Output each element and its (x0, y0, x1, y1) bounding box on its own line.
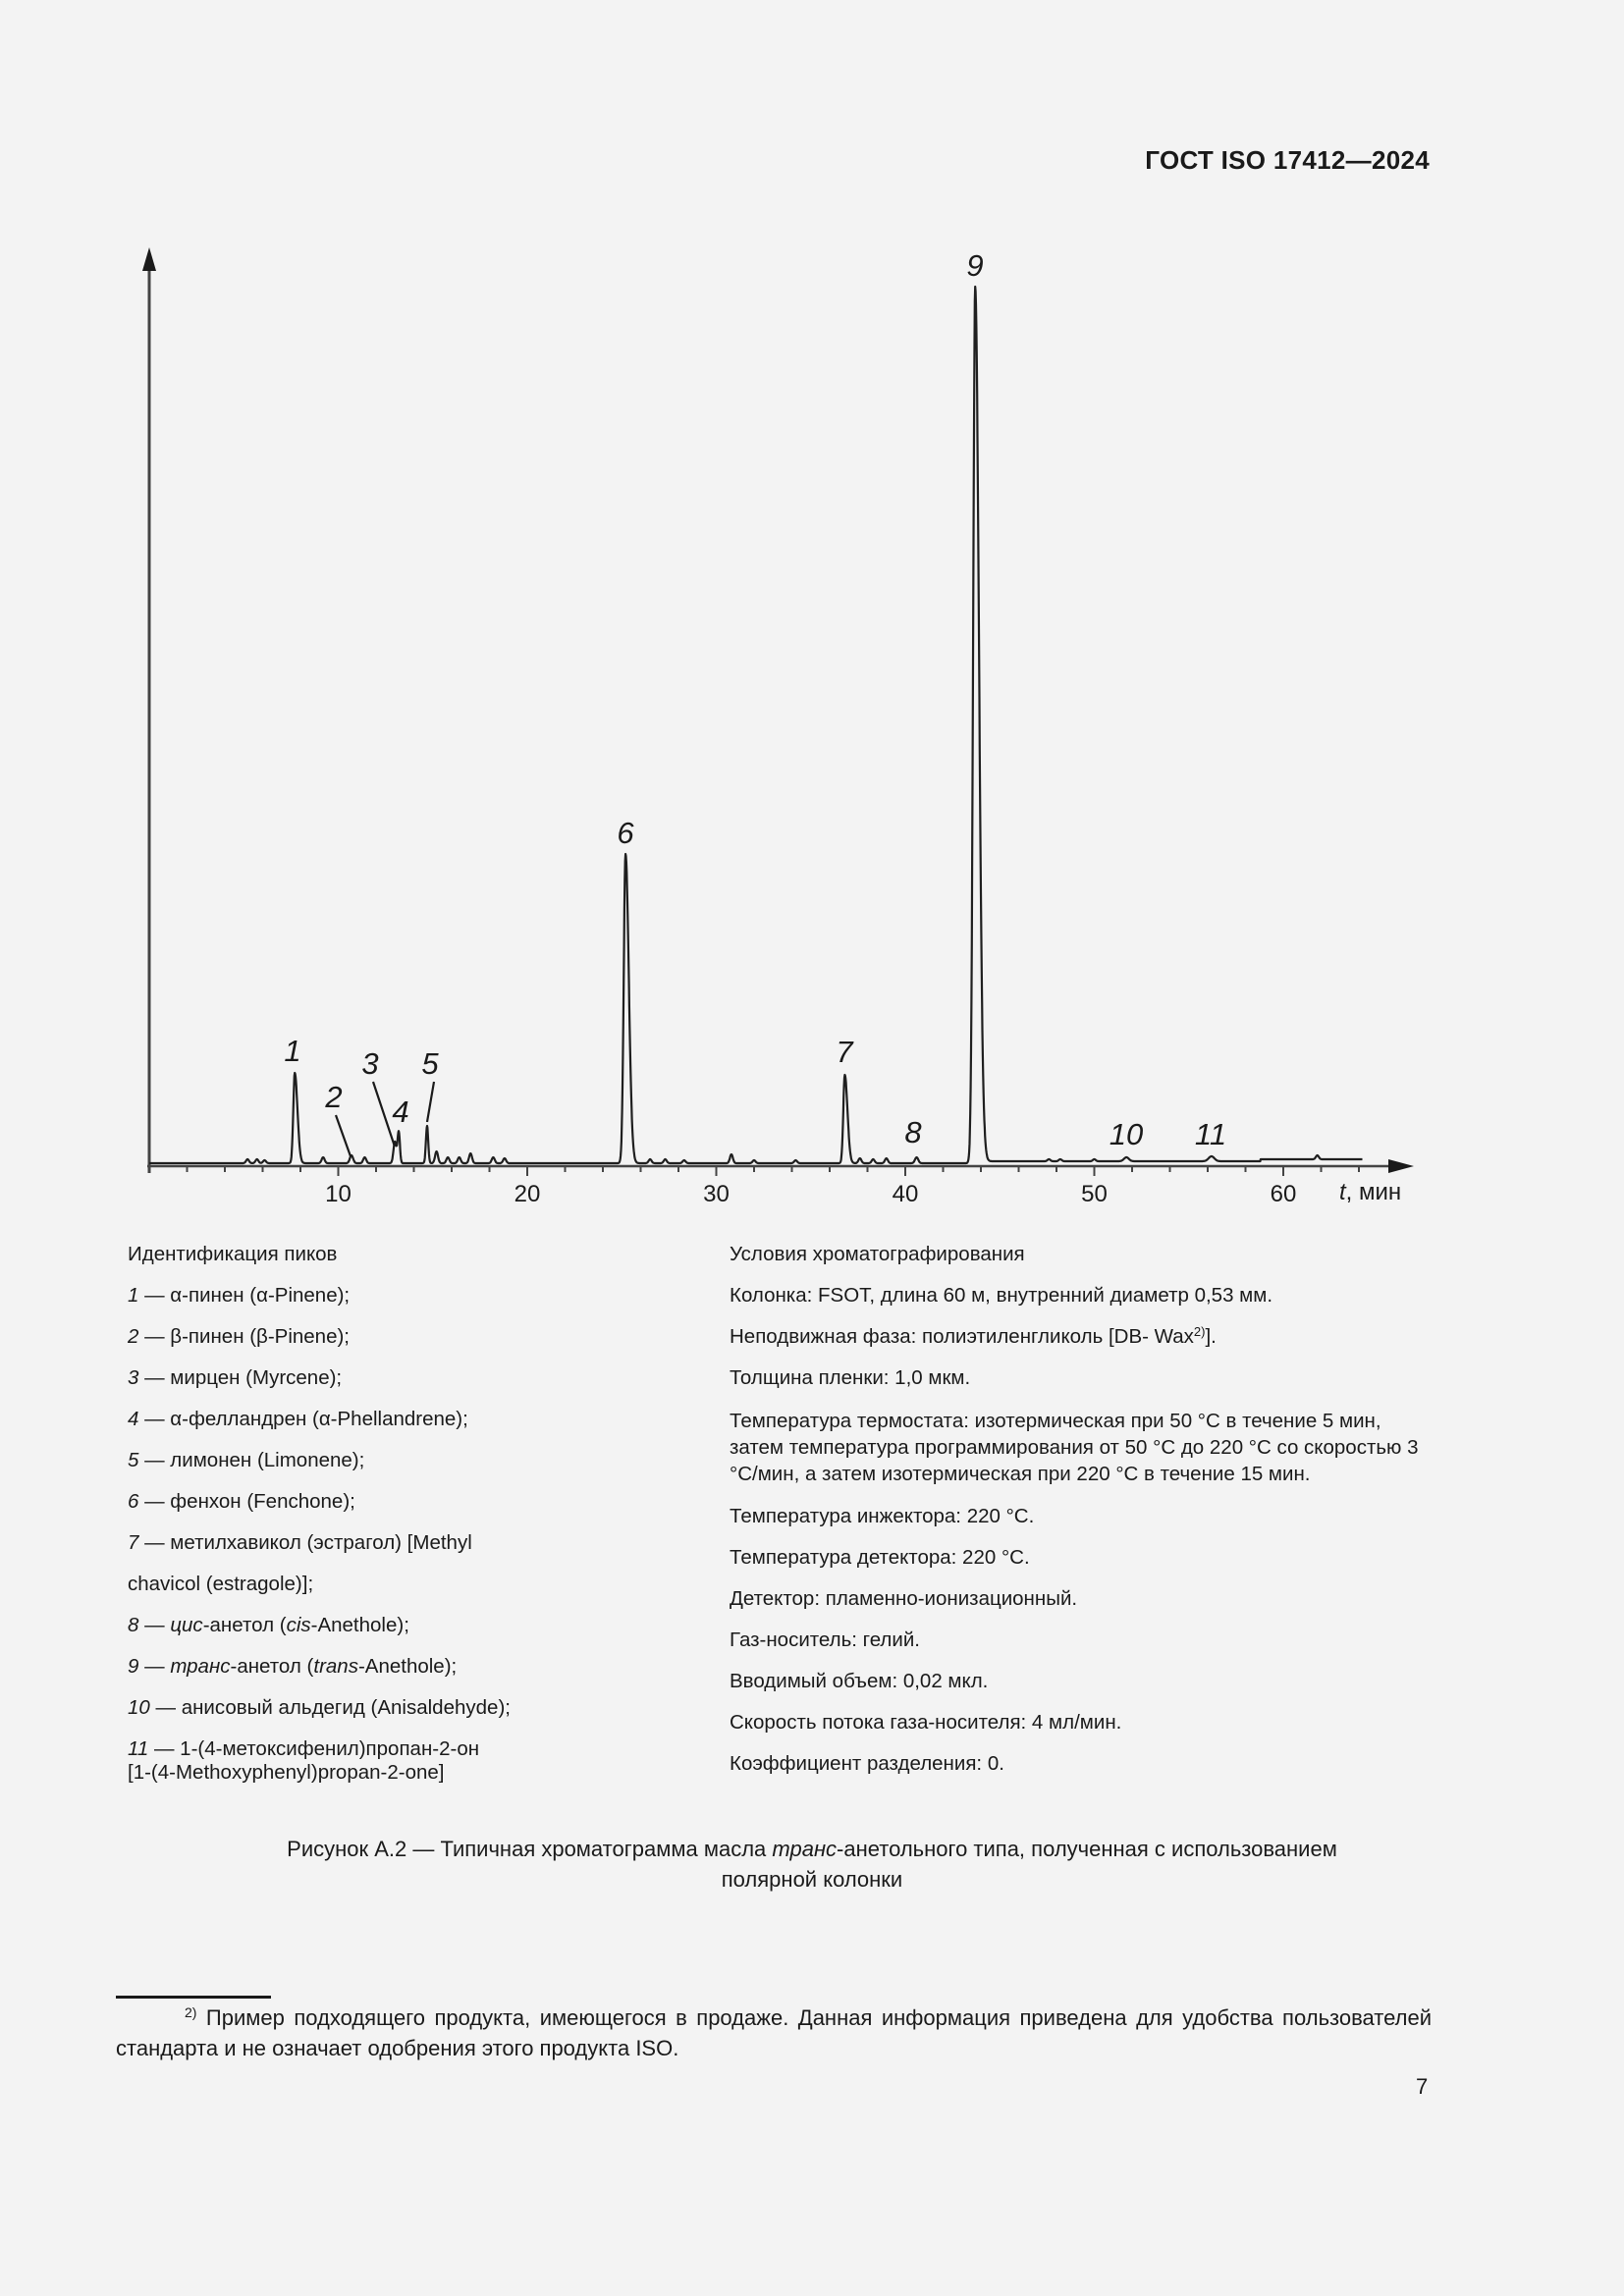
condition-injector-temperature: Температура инжектора: 220 °С. (730, 1505, 1035, 1527)
footnote: 2) Пример подходящего продукта, имеющего… (116, 2004, 1432, 2060)
x-tick-label: 30 (703, 1181, 730, 1207)
peak-identification-item: 4 — α-фелландрен (α-Phellandrene); (128, 1408, 468, 1430)
conditions-title: Условия хроматографирования (730, 1243, 1025, 1265)
condition-detector-temperature: Температура детектора: 220 °С. (730, 1546, 1030, 1569)
chromatography-conditions: Условия хроматографирования Колонка: FSO… (730, 1243, 1436, 1793)
peak-identification: Идентификация пиков 1 — α-пинен (α-Pinen… (128, 1243, 677, 1802)
peak-label: 4 (392, 1095, 408, 1129)
document-id-header: ГОСТ ISO 17412—2024 (1145, 145, 1430, 175)
peak-label: 1 (284, 1034, 300, 1068)
peak-identification-title: Идентификация пиков (128, 1243, 338, 1265)
y-axis (142, 247, 156, 1173)
peak-identification-item: chavicol (estragole)]; (128, 1573, 314, 1595)
figure-caption: Рисунок А.2 — Типичная хроматограмма мас… (287, 1837, 1337, 1892)
footnote-marker: 2) (185, 2004, 197, 2020)
condition-injection-volume: Вводимый объем: 0,02 мкл. (730, 1670, 989, 1692)
peak-label: 2 (324, 1080, 342, 1114)
peak-identification-item: 9 — транс-анетол (trans-Anethole); (128, 1655, 458, 1678)
peak-leader-line (425, 1081, 436, 1123)
condition-split-ratio: Коэффициент разделения: 0. (730, 1752, 1004, 1775)
x-axis: 10 20 30 40 50 60 t, мин (147, 1159, 1414, 1207)
peak-identification-item: 5 — лимонен (Limonene); (128, 1449, 365, 1471)
condition-film-thickness: Толщина пленки: 1,0 мкм. (730, 1366, 971, 1389)
condition-oven-temperature: Температура термостата: изотермическая п… (730, 1410, 1419, 1485)
peak-identification-item: 7 — метилхавикол (эстрагол) [Methyl (128, 1531, 472, 1554)
peak-label: 9 (966, 248, 983, 283)
page-number: 7 (1416, 2074, 1429, 2099)
peak-identification-item: 1 — α-пинен (α-Pinene); (128, 1284, 351, 1307)
peak-leader-lines (334, 1081, 436, 1157)
x-tick-label: 60 (1271, 1181, 1297, 1207)
footnote-separator (116, 1996, 271, 1999)
x-tick-label: 50 (1081, 1181, 1108, 1207)
condition-flow-rate: Скорость потока газа-носителя: 4 мл/мин. (730, 1711, 1122, 1734)
condition-carrier-gas: Газ-носитель: гелий. (730, 1629, 920, 1651)
condition-column: Колонка: FSOT, длина 60 м, внутренний ди… (730, 1284, 1273, 1307)
chromatogram-trace (148, 285, 1364, 1165)
x-axis-label: t, мин (1339, 1179, 1401, 1205)
peak-label: 10 (1110, 1117, 1143, 1151)
condition-stationary-phase: Неподвижная фаза: полиэтиленгликоль [DB-… (730, 1324, 1217, 1348)
x-tick-label: 20 (514, 1181, 541, 1207)
x-tick-label: 40 (893, 1181, 919, 1207)
peak-label: 7 (836, 1035, 854, 1069)
peak-label: 11 (1195, 1117, 1226, 1151)
peak-label: 3 (361, 1046, 378, 1081)
peak-identification-item: 11 — 1-(4-метоксифенил)пропан-2-он [1-(4-… (128, 1737, 480, 1784)
peak-label: 5 (421, 1046, 439, 1081)
peak-identification-item: 6 — фенхон (Fenchone); (128, 1490, 355, 1513)
y-axis-arrow-icon (142, 247, 156, 271)
peak-leader-line (371, 1081, 397, 1148)
peak-identification-item: 10 — анисовый альдегид (Anisaldehyde); (128, 1696, 511, 1719)
x-axis-arrow-icon (1388, 1159, 1414, 1173)
peak-leader-line (334, 1114, 352, 1157)
peak-identification-item: 3 — мирцен (Myrcene); (128, 1366, 343, 1389)
peak-label: 8 (904, 1115, 922, 1149)
peak-identification-item: 2 — β-пинен (β-Pinene); (128, 1325, 351, 1348)
x-tick-label: 10 (325, 1181, 352, 1207)
condition-detector: Детектор: пламенно-ионизационный. (730, 1587, 1078, 1610)
peak-label: 6 (617, 816, 634, 850)
footnote-ref: 2) (1193, 1324, 1206, 1339)
peak-identification-item: 8 — цис-анетол (cis-Anethole); (128, 1614, 409, 1636)
